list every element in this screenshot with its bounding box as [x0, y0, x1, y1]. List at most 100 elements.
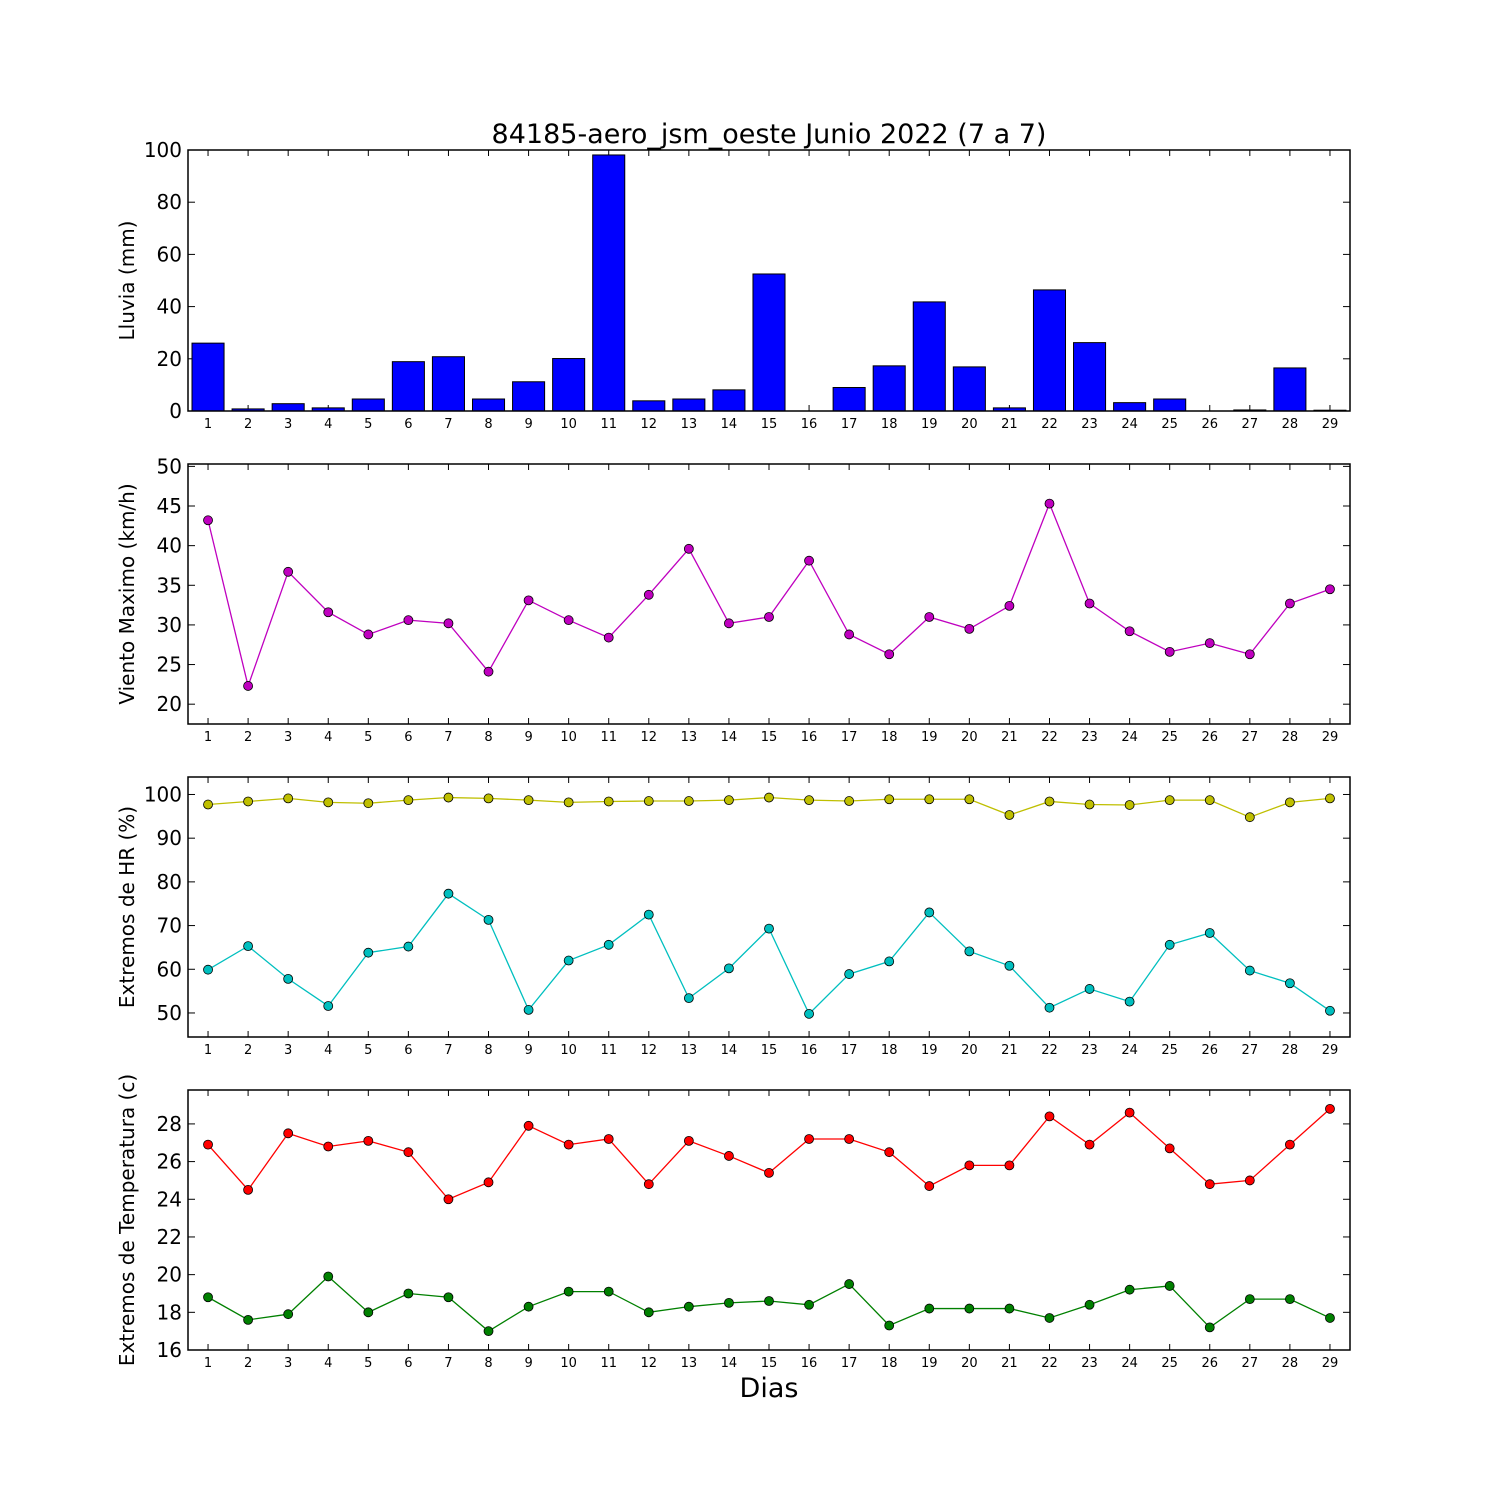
data-point	[643, 1179, 654, 1190]
data-point	[884, 956, 895, 967]
x-tick-label: 19	[921, 1356, 938, 1371]
data-point	[764, 1167, 774, 1178]
bar	[1113, 402, 1147, 412]
data-point	[804, 555, 814, 566]
x-tick-label: 16	[801, 1356, 818, 1371]
x-tick-label: 25	[1161, 730, 1178, 745]
data-point	[243, 1184, 254, 1195]
data-point	[1204, 1322, 1215, 1333]
data-point	[1044, 1111, 1055, 1122]
bar	[391, 361, 425, 412]
data-point	[283, 566, 294, 577]
data-point	[884, 794, 895, 805]
x-tick-label: 16	[801, 1043, 818, 1058]
y-tick-label: 22	[157, 1225, 182, 1249]
data-point	[1244, 649, 1255, 660]
data-point	[483, 1326, 494, 1337]
plot-frame	[187, 463, 1351, 725]
x-tick-label: 29	[1322, 417, 1339, 432]
data-point	[203, 515, 213, 526]
y-tick-label: 100	[144, 138, 182, 162]
x-tick-label: 1	[204, 730, 212, 745]
data-point	[243, 1314, 254, 1325]
x-tick-label: 11	[600, 1356, 617, 1371]
data-point	[844, 629, 855, 640]
y-tick-label: 100	[144, 782, 182, 806]
x-tick-label: 15	[761, 417, 778, 432]
x-tick-label: 4	[324, 1043, 332, 1058]
x-tick-label: 16	[801, 417, 818, 432]
x-tick-label: 12	[641, 1356, 658, 1371]
x-tick-label: 20	[961, 1356, 978, 1371]
data-point	[683, 543, 694, 554]
x-tick-label: 15	[761, 730, 778, 745]
data-point	[964, 794, 975, 805]
data-point	[764, 923, 774, 934]
data-point	[1284, 598, 1295, 609]
data-point	[683, 1301, 694, 1312]
x-tick-label: 14	[721, 1356, 738, 1371]
data-point	[1004, 960, 1015, 971]
data-point	[523, 795, 534, 806]
x-tick-label: 22	[1041, 1043, 1058, 1058]
data-point	[724, 963, 734, 974]
bar	[672, 398, 706, 412]
data-point	[363, 798, 374, 809]
data-point	[724, 1297, 734, 1308]
data-point	[443, 1292, 454, 1303]
x-tick-label: 26	[1201, 417, 1218, 432]
x-tick-label: 17	[841, 417, 858, 432]
data-point	[363, 1307, 374, 1318]
data-point	[1084, 1299, 1095, 1310]
data-point	[1284, 1139, 1295, 1150]
data-point	[1325, 1313, 1335, 1323]
data-point	[884, 1320, 895, 1331]
bar	[1153, 398, 1187, 412]
y-tick-label: 20	[157, 692, 182, 716]
x-tick-label: 28	[1282, 1043, 1299, 1058]
series-line-1	[207, 1108, 1331, 1201]
data-point	[924, 907, 935, 918]
data-point	[1124, 1107, 1135, 1118]
y-tick-label: 28	[157, 1112, 182, 1136]
bar	[1073, 342, 1107, 412]
data-point	[764, 612, 774, 622]
bar	[752, 273, 786, 412]
data-point	[1325, 793, 1335, 804]
x-tick-label: 3	[284, 1356, 292, 1371]
data-point	[483, 914, 494, 925]
y-tick-label: 24	[157, 1187, 182, 1211]
x-tick-label: 22	[1041, 417, 1058, 432]
data-point	[683, 796, 694, 806]
data-point	[1244, 1175, 1255, 1186]
x-tick-label: 8	[484, 1356, 492, 1371]
bar	[952, 366, 986, 412]
x-tick-label: 20	[961, 417, 978, 432]
data-point	[523, 595, 534, 606]
x-tick-label: 8	[484, 417, 492, 432]
x-tick-label: 26	[1201, 730, 1218, 745]
x-tick-label: 3	[284, 1043, 292, 1058]
data-point	[724, 1151, 734, 1161]
data-point	[203, 799, 213, 810]
y-tick-label: 26	[157, 1150, 182, 1174]
data-point	[683, 993, 694, 1004]
x-tick-label: 10	[560, 417, 577, 432]
data-point	[403, 1147, 414, 1158]
x-tick-label: 7	[444, 417, 452, 432]
data-point	[1084, 799, 1095, 810]
data-point	[1164, 1143, 1175, 1154]
plot-frame	[187, 149, 1351, 412]
data-point	[603, 632, 614, 643]
x-tick-label: 2	[244, 1043, 252, 1058]
x-tick-label: 20	[961, 730, 978, 745]
y-tick-label: 50	[157, 454, 182, 478]
data-point	[563, 797, 574, 808]
x-tick-label: 12	[641, 1043, 658, 1058]
data-point	[203, 964, 213, 975]
x-tick-label: 11	[600, 1043, 617, 1058]
data-point	[243, 681, 254, 691]
bar	[351, 398, 385, 412]
x-tick-label: 27	[1242, 417, 1259, 432]
